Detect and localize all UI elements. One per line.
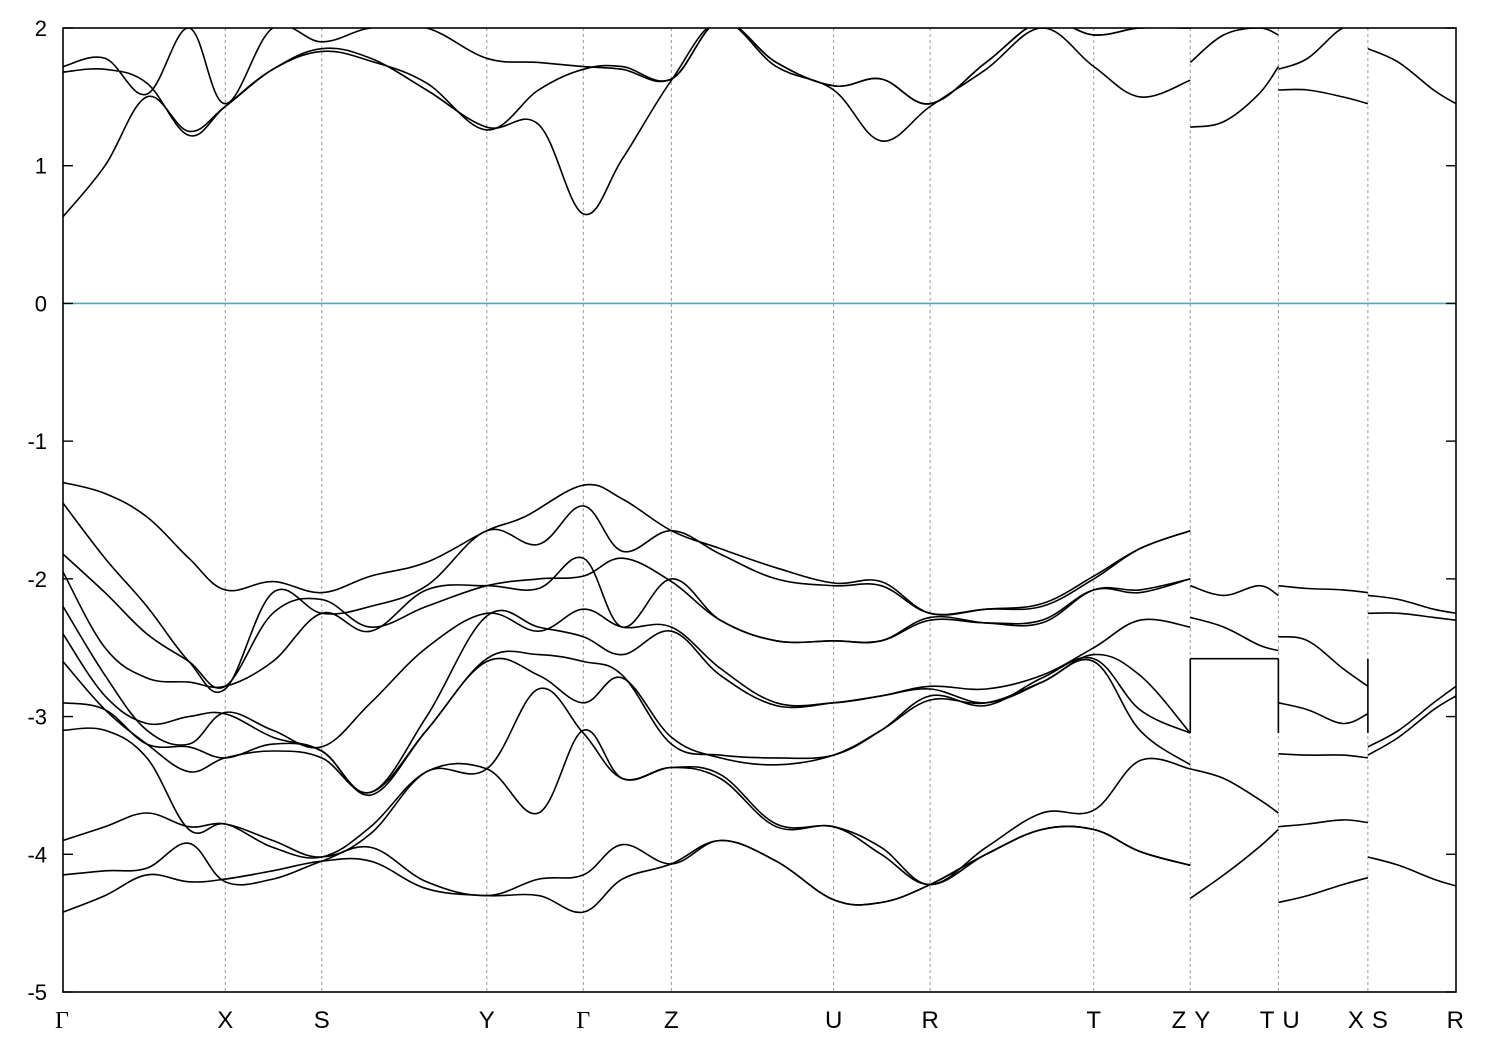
y-tick-label: 0 [35, 291, 47, 316]
k-point-label: Z [664, 1007, 679, 1034]
plot-frame [62, 27, 1457, 993]
band-lines [63, 28, 1456, 914]
band-line [63, 825, 1191, 914]
k-point-label: U [1282, 1007, 1299, 1034]
y-tick-label: -5 [27, 980, 47, 1005]
y-tick-label: 2 [35, 16, 47, 41]
band-line [1367, 685, 1456, 748]
kpoint-gridlines [224, 28, 1369, 992]
band-line [1278, 819, 1368, 828]
k-point-label: Y [479, 1007, 495, 1034]
k-point-label: S [314, 1007, 330, 1034]
band-line [63, 605, 1191, 749]
band-line [1367, 594, 1456, 615]
k-point-label: Y [1194, 1007, 1210, 1034]
band-line [1190, 768, 1279, 814]
band-line [1278, 876, 1369, 904]
k-point-label: X [1348, 1007, 1364, 1034]
band-line [1189, 828, 1279, 900]
y-tick-label: -2 [27, 567, 47, 592]
band-line [1367, 47, 1456, 105]
k-point-label: R [1447, 1007, 1464, 1034]
y-tick-label: -4 [27, 842, 47, 867]
k-point-label: X [217, 1007, 233, 1034]
k-point-label: S [1372, 1007, 1388, 1034]
k-point-label: T [1086, 1007, 1101, 1034]
k-point-label: Z [1172, 1007, 1187, 1034]
k-point-label: R [921, 1007, 938, 1034]
k-point-label: Γ [55, 1008, 69, 1034]
band-line [1189, 28, 1279, 64]
band-line [1278, 753, 1368, 759]
y-axis: -5 -4 -3 -2 -1 0 1 2 [27, 16, 1456, 1005]
band-line [63, 657, 1191, 796]
k-point-label: T [1260, 1007, 1275, 1034]
band-line [63, 502, 1191, 694]
band-line [1278, 702, 1369, 725]
band-line [1278, 584, 1368, 594]
y-tick-label: 1 [35, 154, 47, 179]
band-line [63, 28, 1191, 105]
band-line [1278, 28, 1368, 71]
band-line [1367, 695, 1456, 756]
band-line [1278, 88, 1369, 105]
band-line [1190, 616, 1279, 652]
band-line [1190, 584, 1279, 597]
band-line [63, 556, 1191, 689]
k-point-label: Γ [576, 1008, 590, 1034]
band-line [1367, 612, 1456, 621]
band-line [1367, 856, 1456, 887]
band-line [1278, 635, 1369, 687]
y-tick-label: -1 [27, 429, 47, 454]
y-tick-label: -3 [27, 705, 47, 730]
k-point-label: U [825, 1007, 842, 1034]
band-line [1190, 66, 1280, 128]
